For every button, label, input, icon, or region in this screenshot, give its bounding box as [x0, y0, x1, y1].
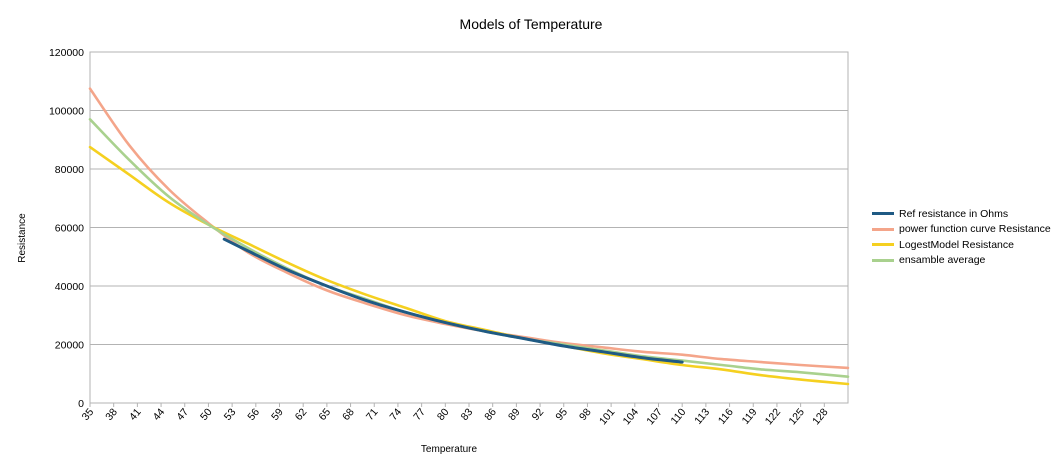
x-tick-label: 116 — [716, 406, 736, 427]
y-tick-label: 40000 — [55, 281, 84, 293]
x-tick-label: 83 — [459, 406, 476, 423]
legend-swatch — [872, 212, 894, 216]
series-line-0 — [222, 237, 684, 364]
legend-label: power function curve Resistance — [899, 223, 1051, 236]
legend: Ref resistance in Ohms power function cur… — [872, 206, 1051, 268]
y-axis-title: Resistance — [17, 213, 28, 263]
y-tick-label: 20000 — [55, 340, 84, 352]
x-tick-marks — [89, 403, 825, 407]
x-tick-label: 80 — [435, 406, 452, 423]
legend-swatch — [872, 243, 894, 247]
x-tick-label: 62 — [293, 406, 310, 423]
x-tick-label: 71 — [364, 406, 381, 423]
x-tick-label: 59 — [269, 406, 286, 423]
x-tick-label: 104 — [621, 406, 642, 427]
series-line-3 — [88, 118, 850, 378]
x-axis-title: Temperature — [421, 444, 478, 455]
x-tick-label: 56 — [245, 406, 262, 423]
x-tick-label: 122 — [763, 406, 784, 427]
legend-swatch — [872, 227, 894, 231]
x-tick-label: 38 — [103, 406, 120, 423]
x-tick-label: 86 — [482, 406, 499, 423]
series-line-2 — [88, 145, 850, 386]
y-tick-label: 60000 — [55, 223, 84, 235]
legend-label: ensamble average — [899, 254, 986, 267]
x-tick-label: 77 — [411, 406, 428, 423]
legend-label: Ref resistance in Ohms — [899, 207, 1009, 220]
grid — [90, 51, 848, 404]
legend-item: power function curve Resistance — [872, 222, 1051, 238]
x-tick-label: 44 — [151, 406, 168, 423]
x-tick-label: 41 — [127, 406, 144, 423]
legend-label: LogestModel Resistance — [899, 238, 1014, 251]
x-tick-label: 125 — [786, 406, 807, 427]
legend-item: ensamble average — [872, 253, 1051, 269]
x-tick-labels: 35 38 41 44 47 50 53 56 59 62 65 68 71 74 77 80 83 86 89 92… — [80, 406, 831, 427]
x-tick-label: 50 — [198, 406, 215, 423]
x-tick-label: 119 — [740, 406, 760, 427]
x-tick-label: 68 — [340, 406, 357, 423]
chart-title: Models of Temperature — [460, 16, 603, 32]
x-tick-label: 113 — [692, 406, 712, 427]
y-tick-labels: 0 20000 40000 60000 80000 100000 120000 — [49, 47, 84, 410]
x-tick-label: 74 — [388, 406, 405, 423]
x-tick-label: 47 — [174, 406, 191, 423]
x-tick-label: 107 — [644, 406, 665, 427]
legend-swatch — [872, 258, 894, 262]
x-tick-label: 101 — [597, 406, 618, 427]
legend-item: Ref resistance in Ohms — [872, 206, 1051, 222]
x-tick-label: 110 — [669, 406, 689, 427]
x-tick-label: 92 — [530, 406, 547, 423]
x-tick-label: 89 — [506, 406, 523, 423]
x-tick-label: 53 — [222, 406, 239, 423]
series-layer — [88, 87, 850, 386]
y-tick-label: 100000 — [49, 106, 84, 118]
x-tick-label: 95 — [553, 406, 570, 423]
x-tick-label: 65 — [316, 406, 333, 423]
y-tick-label: 80000 — [55, 164, 84, 176]
legend-item: LogestModel Resistance — [872, 237, 1051, 253]
y-tick-label: 0 — [78, 398, 84, 410]
x-tick-label: 128 — [810, 406, 831, 427]
x-tick-label: 98 — [577, 406, 594, 423]
y-tick-label: 120000 — [49, 47, 84, 59]
